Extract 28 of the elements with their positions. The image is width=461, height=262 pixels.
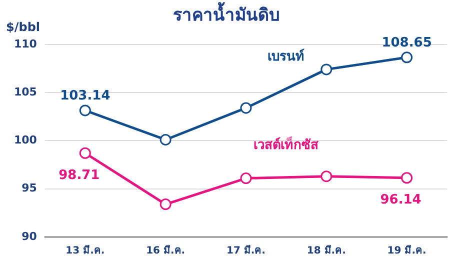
- point: [240, 172, 252, 184]
- x-tick-label: 19 มี.ค.: [387, 244, 426, 257]
- point: [79, 104, 91, 116]
- point: [401, 52, 413, 64]
- point: [160, 134, 172, 146]
- y-tick-label: 100: [14, 134, 38, 147]
- data-label: 96.14: [380, 192, 422, 208]
- y-tick-label: 110: [14, 37, 38, 50]
- x-tick-label: 13 มี.ค.: [66, 244, 105, 257]
- point: [401, 172, 413, 184]
- point: [240, 102, 252, 114]
- data-label: 108.65: [382, 35, 432, 50]
- point: [160, 198, 172, 210]
- y-tick-label: 95: [22, 182, 37, 195]
- data-label: 103.14: [60, 88, 110, 104]
- chart-title: ราคาน้ำมันดิบ: [173, 2, 280, 26]
- y-tick-label: 90: [22, 230, 38, 243]
- point: [79, 147, 91, 159]
- y-axis-title: $/bbl: [6, 20, 40, 34]
- data-label: 98.71: [58, 168, 100, 183]
- x-tick-label: 17 มี.ค.: [226, 244, 266, 257]
- series-label: เบรนท์: [268, 48, 305, 64]
- point: [320, 170, 332, 182]
- point: [320, 64, 332, 76]
- x-tick-label: 18 มี.ค.: [306, 244, 346, 257]
- y-tick-label: 105: [14, 85, 37, 98]
- x-tick-label: 16 มี.ค.: [146, 244, 186, 257]
- series-label: เวสต์เท็กซัส: [254, 135, 319, 154]
